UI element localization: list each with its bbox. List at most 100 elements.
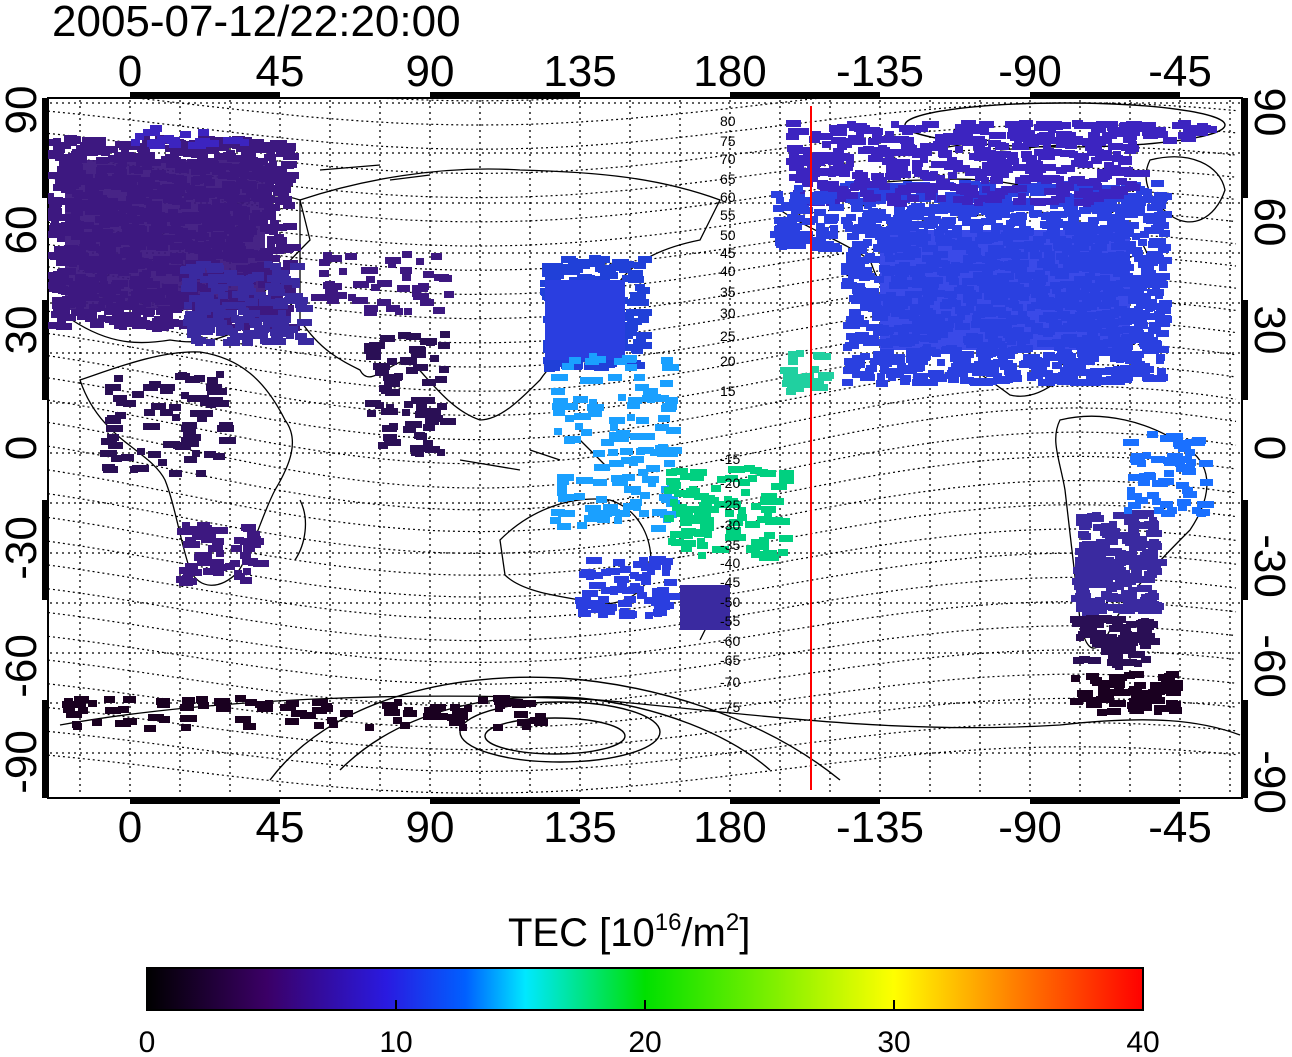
tec-cell — [851, 247, 867, 254]
tec-cell — [255, 158, 268, 165]
tec-cell — [779, 535, 793, 542]
tec-cell — [190, 569, 202, 576]
tec-cell — [141, 177, 155, 184]
tec-cell — [775, 239, 784, 246]
tec-cell — [930, 171, 938, 178]
tec-cell — [269, 228, 278, 235]
tec-cell — [225, 563, 235, 570]
tec-cell — [730, 498, 738, 505]
tec-cell — [1044, 121, 1058, 128]
tec-cell — [564, 437, 575, 444]
tec-cell — [444, 291, 454, 298]
mlat-contour — [48, 124, 1237, 174]
tec-cell — [364, 305, 378, 312]
tec-cell — [1153, 375, 1166, 382]
tec-cell — [1021, 360, 1037, 367]
mlat-contour — [48, 576, 1237, 642]
tec-cell — [582, 590, 598, 597]
tec-cell — [84, 174, 93, 181]
tec-cell — [386, 404, 394, 411]
tec-cell — [606, 568, 620, 575]
tec-cell — [596, 510, 612, 517]
tec-cell — [1161, 678, 1171, 685]
tec-cell — [886, 166, 894, 173]
tec-cell — [236, 145, 250, 152]
tec-cell — [888, 237, 902, 244]
tec-cell — [514, 711, 528, 718]
tec-cell — [909, 314, 917, 321]
tec-cell — [1020, 229, 1033, 236]
tec-cell — [1063, 340, 1076, 347]
tec-cell — [1050, 202, 1058, 209]
tec-cell — [1010, 204, 1018, 211]
tec-cell — [1005, 121, 1016, 128]
tec-cell — [196, 261, 211, 268]
tec-cell — [900, 378, 908, 385]
tec-cell — [863, 195, 876, 202]
tec-cell — [905, 291, 922, 298]
tec-cell — [855, 170, 863, 177]
tec-cell — [234, 570, 242, 577]
tec-cell — [1121, 590, 1136, 597]
tec-cell — [99, 255, 113, 262]
tec-cell — [163, 156, 178, 163]
tec-cell — [937, 175, 945, 182]
tec-cell — [950, 138, 965, 145]
tec-cell — [623, 503, 633, 510]
tec-cell — [996, 360, 1013, 367]
tec-cell — [232, 302, 246, 309]
tec-cell — [551, 388, 565, 395]
tec-cell — [930, 314, 945, 321]
tec-cell — [588, 509, 601, 516]
tec-cell — [72, 180, 81, 187]
tec-cell — [120, 291, 128, 298]
tec-cell — [169, 141, 181, 148]
tec-cell — [1112, 345, 1126, 352]
tec-cell — [238, 223, 249, 230]
tec-cell — [261, 326, 269, 333]
tec-cell — [870, 216, 882, 223]
tec-cell — [1095, 283, 1104, 290]
tec-cell — [264, 261, 272, 268]
tec-cell — [385, 257, 401, 264]
tec-cell — [1132, 455, 1145, 462]
tec-cell — [802, 180, 813, 187]
tec-cell — [70, 711, 82, 718]
tec-cell — [1106, 300, 1119, 307]
tec-cell — [197, 395, 209, 402]
tec-cell — [1043, 264, 1058, 271]
tec-cell — [85, 183, 100, 190]
tec-cell — [610, 424, 618, 431]
tec-cell — [1089, 250, 1102, 257]
tec-cell — [295, 333, 307, 340]
tec-cell — [345, 253, 357, 260]
tec-cell — [167, 137, 180, 144]
tec-cell — [866, 324, 883, 331]
tec-cell — [194, 326, 204, 333]
tec-cell — [131, 139, 140, 146]
tec-cell — [184, 193, 193, 200]
tec-cell — [635, 299, 649, 306]
tec-cell — [694, 530, 711, 537]
tec-cell — [937, 195, 946, 202]
tec-cell — [1176, 482, 1189, 489]
tec-cell — [257, 705, 273, 712]
tec-cell — [1048, 227, 1056, 234]
mlat-contour — [48, 552, 1237, 620]
tec-cell — [1010, 293, 1022, 300]
tec-cell — [115, 412, 126, 419]
tec-cell — [164, 238, 174, 245]
tec-cell — [597, 260, 605, 267]
tec-cell — [163, 196, 178, 203]
tec-cell — [1116, 251, 1124, 258]
tec-cell — [323, 252, 332, 259]
tec-cell — [208, 281, 218, 288]
tec-cell — [974, 199, 983, 206]
tec-cell — [240, 139, 249, 146]
tec-cell — [48, 252, 56, 259]
tec-cell — [548, 263, 563, 270]
tec-cell — [1118, 158, 1132, 165]
tec-cell — [1129, 548, 1137, 555]
svg-text:90: 90 — [1245, 88, 1292, 137]
tec-cell — [1124, 554, 1137, 561]
